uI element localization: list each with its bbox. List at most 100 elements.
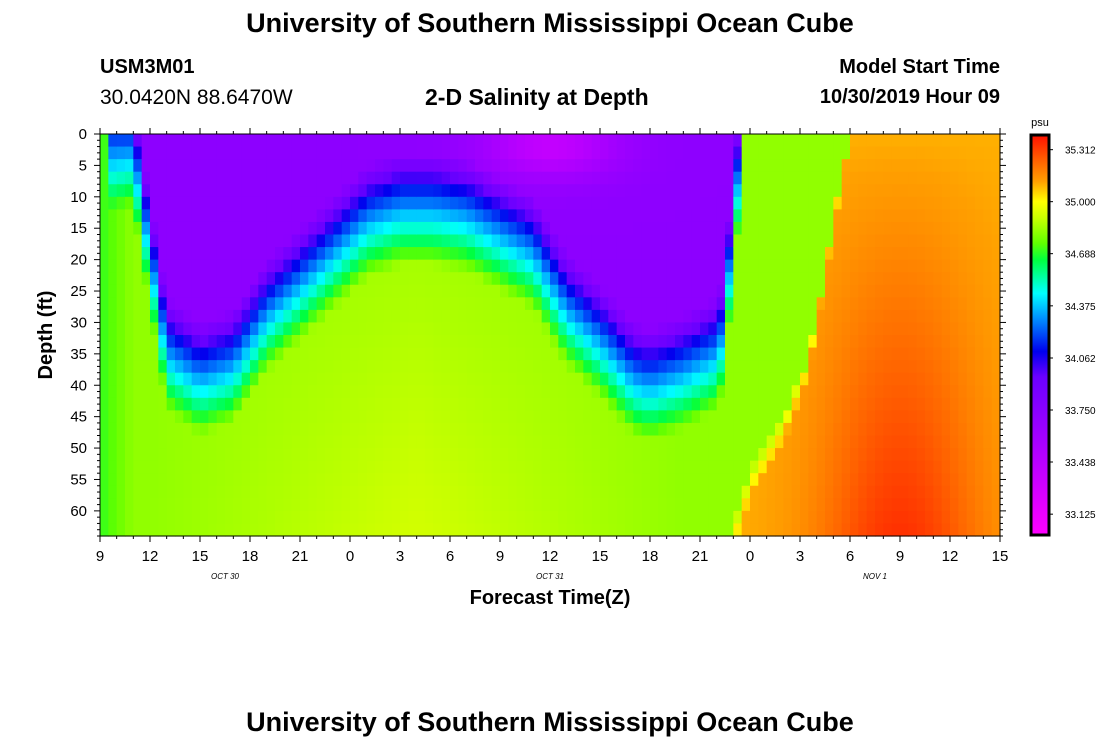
heatmap-cell: [500, 297, 509, 311]
heatmap-cell: [741, 523, 751, 537]
heatmap-cell: [591, 209, 601, 223]
heatmap-cell: [116, 134, 126, 148]
heatmap-cell: [491, 209, 501, 223]
heatmap-cell: [225, 422, 234, 437]
heatmap-cell: [358, 309, 368, 324]
heatmap-cell: [333, 297, 343, 311]
heatmap-cell: [650, 448, 659, 462]
heatmap-cell: [583, 159, 593, 173]
heatmap-cell: [916, 510, 926, 525]
heatmap-cell: [533, 259, 543, 273]
heatmap-cell: [525, 234, 534, 248]
heatmap-cell: [941, 473, 951, 487]
heatmap-cell: [241, 523, 251, 537]
heatmap-cell: [175, 209, 184, 223]
heatmap-cell: [783, 372, 793, 386]
heatmap-cell: [208, 360, 218, 374]
heatmap-cell: [600, 498, 609, 512]
heatmap-cell: [558, 347, 568, 361]
heatmap-cell: [108, 196, 118, 210]
heatmap-cell: [208, 184, 218, 198]
heatmap-cell: [258, 385, 268, 399]
heatmap-cell: [141, 159, 151, 173]
heatmap-cell: [633, 448, 643, 462]
heatmap-cell: [975, 146, 984, 160]
heatmap-cell: [225, 196, 234, 210]
heatmap-cell: [908, 247, 918, 261]
heatmap-cell: [450, 209, 459, 223]
heatmap-cell: [108, 184, 118, 198]
heatmap-cell: [541, 146, 551, 160]
heatmap-cell: [275, 322, 284, 336]
heatmap-cell: [666, 184, 676, 198]
heatmap-cell: [783, 347, 793, 361]
heatmap-cell: [275, 309, 284, 324]
heatmap-cell: [150, 335, 159, 349]
heatmap-cell: [108, 510, 118, 525]
heatmap-cell: [383, 159, 393, 173]
heatmap-cell: [741, 422, 751, 437]
heatmap-cell: [358, 171, 368, 185]
heatmap-cell: [808, 259, 818, 273]
heatmap-cell: [358, 134, 368, 148]
heatmap-cell: [658, 448, 668, 462]
heatmap-cell: [650, 335, 659, 349]
heatmap-cell: [433, 435, 443, 449]
heatmap-cell: [991, 171, 1001, 185]
heatmap-cell: [775, 322, 784, 336]
heatmap-cell: [150, 272, 159, 286]
heatmap-cell: [675, 422, 684, 437]
heatmap-cell: [233, 335, 243, 349]
heatmap-cell: [275, 397, 284, 411]
heatmap-cell: [508, 134, 518, 148]
heatmap-cell: [291, 272, 301, 286]
heatmap-cell: [600, 322, 609, 336]
heatmap-cell: [841, 221, 851, 236]
heatmap-cell: [725, 448, 734, 462]
heatmap-cell: [766, 209, 776, 223]
heatmap-cell: [891, 397, 901, 411]
heatmap-cell: [591, 523, 601, 537]
heatmap-cell: [525, 322, 534, 336]
heatmap-cell: [875, 259, 884, 273]
heatmap-cell: [675, 247, 684, 261]
heatmap-cell: [475, 284, 484, 298]
heatmap-cell: [258, 159, 268, 173]
heatmap-cell: [766, 360, 776, 374]
heatmap-cell: [216, 335, 226, 349]
heatmap-cell: [825, 360, 834, 374]
heatmap-cell: [733, 435, 743, 449]
heatmap-cell: [933, 335, 943, 349]
heatmap-cell: [608, 309, 618, 324]
heatmap-cell: [475, 221, 484, 236]
heatmap-cell: [400, 448, 409, 462]
heatmap-cell: [458, 460, 468, 474]
heatmap-cell: [616, 171, 626, 185]
heatmap-cell: [991, 247, 1001, 261]
heatmap-cell: [566, 322, 576, 336]
heatmap-cell: [225, 159, 234, 173]
heatmap-cell: [833, 134, 843, 148]
heatmap-cell: [425, 209, 434, 223]
heatmap-cell: [200, 435, 209, 449]
heatmap-cell: [916, 209, 926, 223]
heatmap-cell: [608, 523, 618, 537]
heatmap-cell: [133, 309, 143, 324]
heatmap-cell: [316, 397, 326, 411]
heatmap-cell: [350, 284, 359, 298]
heatmap-cell: [900, 410, 909, 424]
heatmap-cell: [466, 259, 476, 273]
heatmap-cell: [283, 448, 293, 462]
heatmap-cell: [866, 272, 876, 286]
heatmap-cell: [591, 435, 601, 449]
heatmap-cell: [175, 410, 184, 424]
heatmap-cell: [841, 397, 851, 411]
heatmap-cell: [291, 410, 301, 424]
heatmap-cell: [491, 247, 501, 261]
heatmap-cell: [691, 209, 701, 223]
heatmap-cell: [641, 134, 651, 148]
heatmap-cell: [825, 372, 834, 386]
heatmap-cell: [791, 473, 801, 487]
heatmap-cell: [691, 297, 701, 311]
heatmap-cell: [741, 247, 751, 261]
